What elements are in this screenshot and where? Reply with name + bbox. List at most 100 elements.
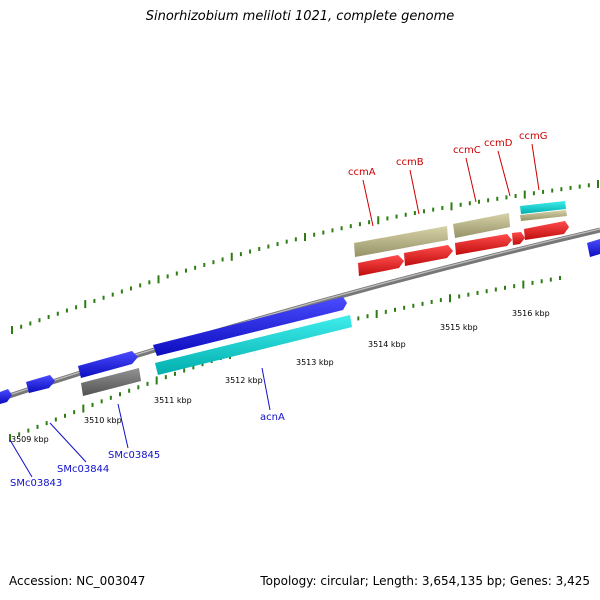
lower-tick bbox=[45, 421, 48, 426]
lower-tick bbox=[375, 310, 378, 319]
feature-shade bbox=[155, 315, 352, 375]
feature-shade bbox=[153, 297, 347, 356]
upper-tick bbox=[111, 292, 114, 297]
gene-label: SMc03844 bbox=[57, 464, 109, 475]
lower-tick bbox=[100, 399, 103, 404]
upper-tick bbox=[542, 189, 545, 194]
accession-text: Accession: NC_003047 bbox=[9, 574, 146, 588]
upper-tick bbox=[276, 242, 279, 247]
lower-tick bbox=[36, 424, 39, 429]
upper-tick bbox=[505, 195, 508, 200]
feature-shade bbox=[81, 368, 141, 396]
scale-label: 3509 kbp bbox=[11, 435, 49, 444]
feature-shade bbox=[404, 245, 453, 266]
lower-tick bbox=[18, 432, 21, 437]
upper-tick bbox=[203, 262, 206, 267]
upper-tick bbox=[249, 249, 252, 254]
scale-label: 3516 kbp bbox=[512, 309, 550, 318]
feature-shade bbox=[453, 213, 510, 238]
upper-tick bbox=[597, 180, 599, 188]
feature-tracks bbox=[0, 201, 600, 404]
lower-tick bbox=[146, 381, 149, 386]
upper-tick bbox=[331, 228, 334, 233]
upper-tick bbox=[84, 300, 87, 309]
upper-tick bbox=[413, 210, 416, 215]
label-leader-line bbox=[9, 439, 33, 478]
lower-tick bbox=[73, 410, 76, 415]
upper-tick bbox=[47, 314, 50, 319]
gene-label: ccmB bbox=[396, 157, 424, 168]
label-leader-line bbox=[261, 367, 271, 411]
lower-tick bbox=[430, 299, 433, 304]
upper-tick bbox=[578, 184, 581, 189]
lower-tick bbox=[421, 301, 424, 306]
lower-tick bbox=[183, 368, 186, 373]
label-leader-line bbox=[49, 422, 87, 463]
upper-tick bbox=[285, 239, 288, 244]
lower-tick bbox=[439, 298, 442, 303]
upper-tick bbox=[450, 202, 453, 211]
upper-tick bbox=[148, 280, 151, 285]
feature-shade bbox=[358, 255, 404, 276]
lower-tick bbox=[394, 307, 396, 312]
upper-tick bbox=[56, 311, 59, 316]
upper-tick bbox=[294, 237, 297, 242]
feature-shade bbox=[512, 232, 525, 245]
upper-tick bbox=[358, 222, 361, 227]
lower-tick bbox=[412, 303, 415, 308]
lower-tick bbox=[174, 371, 176, 376]
lower-tick bbox=[82, 404, 85, 413]
upper-tick bbox=[102, 295, 105, 300]
upper-tick bbox=[11, 326, 13, 334]
lower-tick bbox=[137, 385, 140, 390]
lower-tick bbox=[540, 279, 543, 284]
upper-tick bbox=[496, 196, 499, 201]
scale-label: 3511 kbp bbox=[154, 396, 192, 405]
feature-shade bbox=[455, 234, 512, 255]
upper-tick bbox=[194, 265, 197, 270]
scale-label: 3513 kbp bbox=[296, 358, 334, 367]
lower-tick bbox=[9, 434, 11, 442]
upper-tick bbox=[569, 185, 572, 190]
scale-labels: 3509 kbp 3510 kbp 3511 kbp 3512 kbp 3513 kbp… bbox=[11, 309, 550, 444]
lower-tick bbox=[155, 376, 158, 385]
feature-shade bbox=[26, 375, 55, 393]
upper-tick bbox=[20, 324, 23, 329]
upper-tick bbox=[587, 183, 590, 188]
gene-label: SMc03845 bbox=[108, 450, 160, 461]
upper-tick bbox=[514, 193, 517, 198]
lower-tick bbox=[559, 276, 561, 280]
lower-tick bbox=[366, 314, 369, 319]
lower-tick bbox=[531, 280, 534, 285]
lower-tick bbox=[513, 284, 516, 289]
lower-tick bbox=[164, 375, 167, 380]
upper-tick bbox=[157, 275, 160, 284]
feature-shade bbox=[0, 389, 12, 404]
label-leader-line bbox=[117, 403, 129, 449]
upper-tick bbox=[38, 318, 41, 323]
lower-tick bbox=[64, 413, 66, 418]
upper-tick bbox=[75, 305, 78, 310]
label-leader-line bbox=[465, 157, 477, 203]
upper-tick bbox=[120, 289, 123, 294]
lower-tick bbox=[27, 428, 30, 433]
lower-tick bbox=[522, 280, 525, 289]
lower-tick bbox=[467, 292, 470, 297]
tick-marks bbox=[9, 180, 599, 442]
scale-label: 3515 kbp bbox=[440, 323, 478, 332]
upper-tick bbox=[532, 191, 535, 196]
scale-label: 3510 kbp bbox=[84, 416, 122, 425]
upper-tick bbox=[175, 271, 178, 276]
genome-summary-text: Topology: circular; Length: 3,654,135 bp… bbox=[260, 574, 590, 588]
scale-label: 3512 kbp bbox=[225, 376, 263, 385]
gene-label: acnA bbox=[260, 412, 285, 423]
upper-tick bbox=[267, 244, 270, 249]
upper-tick bbox=[368, 220, 371, 225]
lower-tick bbox=[201, 362, 204, 367]
upper-tick bbox=[221, 257, 224, 262]
upper-tick bbox=[258, 247, 261, 252]
gene-label: ccmG bbox=[519, 131, 548, 142]
lower-tick bbox=[476, 290, 479, 295]
